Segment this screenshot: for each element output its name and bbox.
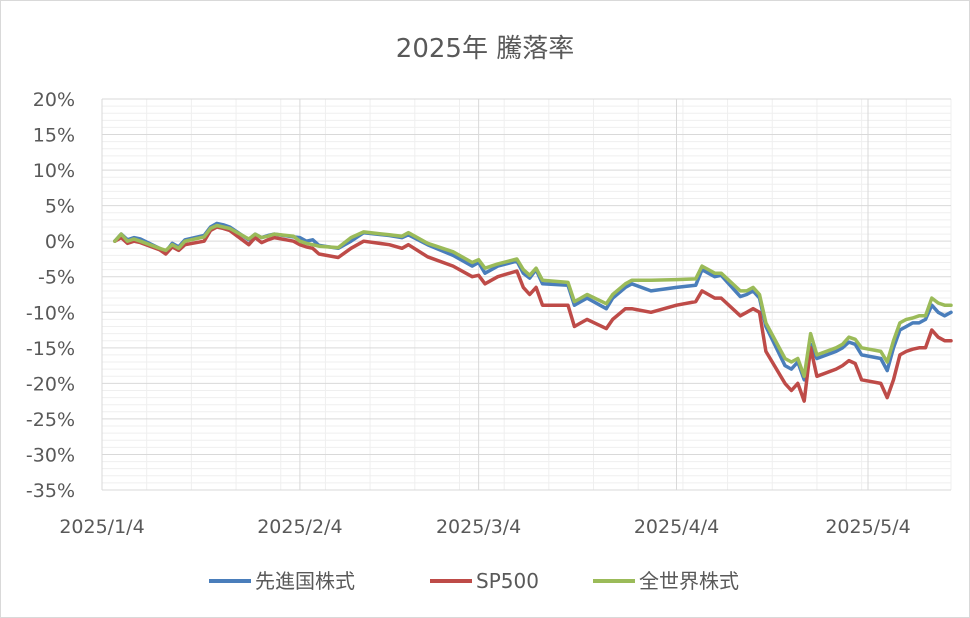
y-tick-label: 20%: [33, 89, 75, 111]
series-line-2: [113, 223, 953, 379]
y-axis: 20% 15% 10% 5% 0% -5% -10% -15% -20% -25% -30% -35%: [26, 89, 75, 502]
x-tick-label: 2025/3/4: [436, 516, 521, 538]
grid-lines: [101, 98, 952, 491]
legend-label: SP500: [476, 569, 539, 593]
legend-label: 全世界株式: [639, 569, 739, 593]
y-tick-label: -35%: [26, 480, 75, 502]
y-tick-label: -10%: [26, 302, 75, 324]
y-tick-label: 0%: [45, 231, 75, 253]
legend: 先進国株式 SP500 全世界株式: [209, 569, 739, 593]
x-tick-label: 2025/4/4: [634, 516, 719, 538]
x-tick-label: 2025/5/4: [825, 516, 910, 538]
chart-title: 2025年 騰落率: [396, 34, 574, 64]
x-tick-label: 2025/1/4: [59, 516, 144, 538]
y-tick-label: -20%: [26, 373, 75, 395]
y-tick-label: 15%: [33, 125, 75, 147]
series-line-1: [113, 225, 953, 403]
x-tick-label: 2025/2/4: [257, 516, 342, 538]
y-tick-label: 5%: [45, 196, 75, 218]
y-tick-label: 10%: [33, 160, 75, 182]
y-tick-label: -5%: [38, 267, 75, 289]
x-axis: 2025/1/4 2025/2/4 2025/3/4 2025/4/4 2025/5/4: [59, 516, 910, 538]
series-line-0: [113, 221, 953, 382]
y-tick-label: -25%: [26, 409, 75, 431]
legend-label: 先進国株式: [255, 569, 355, 593]
y-tick-label: -15%: [26, 338, 75, 360]
series-lines: [113, 221, 953, 403]
y-tick-label: -30%: [26, 444, 75, 466]
